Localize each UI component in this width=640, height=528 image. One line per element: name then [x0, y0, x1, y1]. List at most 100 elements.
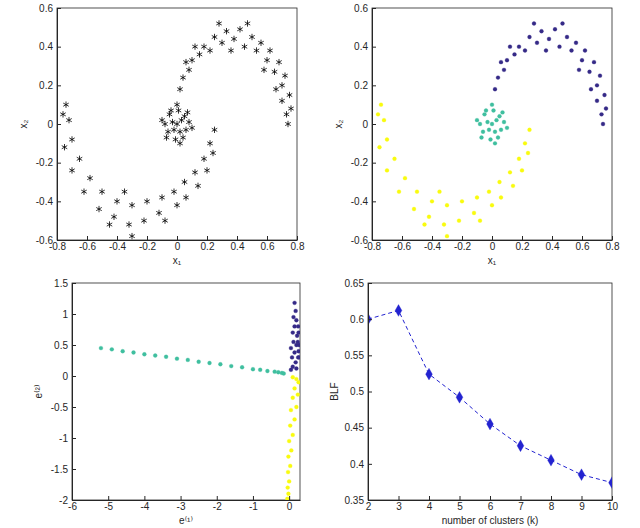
point: [294, 360, 298, 364]
tick: 0: [175, 236, 181, 252]
tick-mark: [253, 496, 254, 500]
tick-mark: [368, 500, 372, 501]
point: [240, 365, 244, 369]
point: [195, 183, 201, 189]
point: [544, 49, 548, 53]
point: [242, 43, 248, 49]
y-axis-title: BLF: [329, 382, 340, 400]
x-axis-title: x₁: [488, 255, 497, 266]
tick: 9: [579, 496, 585, 512]
tick-mark: [490, 496, 491, 500]
point: [577, 68, 581, 72]
point: [288, 464, 292, 468]
point: [192, 43, 198, 49]
plot-area: [376, 22, 608, 239]
tick: -0.4: [36, 196, 61, 207]
point: [565, 35, 569, 39]
point: [478, 122, 482, 126]
tick: -0.6: [79, 236, 97, 252]
y-axis-title: x₂: [18, 119, 29, 128]
point: [288, 105, 294, 111]
tick-mark: [147, 236, 148, 240]
tick: -2: [59, 495, 76, 506]
tick: 0.65: [345, 278, 372, 289]
point: [219, 40, 225, 46]
tick-mark: [372, 8, 376, 9]
tick-mark: [368, 319, 372, 320]
point: [489, 138, 493, 142]
tick-label: 0.2: [516, 241, 530, 252]
point: [162, 217, 168, 223]
tick-mark: [57, 201, 61, 202]
x-axis-title: x₁: [173, 255, 182, 266]
point: [493, 141, 497, 145]
point: [496, 76, 500, 80]
tick-label: 0.45: [345, 422, 365, 433]
point: [403, 176, 407, 180]
point: [201, 156, 207, 162]
point: [517, 157, 521, 161]
point: [183, 127, 189, 133]
point: [513, 52, 517, 56]
tick: -0.2: [351, 157, 376, 168]
tick-label: 0: [287, 501, 293, 512]
tick-label: 7: [518, 501, 524, 512]
point: [276, 59, 282, 65]
figure-svg: -0.8-0.6-0.4-0.200.20.40.60.8-0.6-0.4-0.…: [0, 0, 640, 528]
tick-label: 8: [549, 501, 555, 512]
tick-mark: [521, 496, 522, 500]
tick: 0: [362, 119, 376, 130]
point: [282, 372, 286, 376]
point: [167, 111, 173, 117]
point: [457, 219, 461, 223]
tick-mark: [72, 500, 76, 501]
plot-area: [99, 301, 300, 500]
point: [395, 305, 402, 317]
tick-mark: [57, 85, 61, 86]
tick-label: 10: [607, 501, 619, 512]
tick: -0.4: [351, 196, 376, 207]
tick: 0.4: [350, 459, 372, 470]
point: [426, 368, 433, 380]
point: [273, 86, 279, 92]
point: [393, 157, 397, 161]
point: [132, 350, 136, 354]
point: [129, 233, 135, 239]
point: [415, 190, 419, 194]
point: [382, 118, 386, 122]
point: [66, 117, 72, 123]
tick-mark: [72, 283, 76, 284]
point: [189, 125, 195, 131]
tick-mark: [492, 236, 493, 240]
point: [472, 211, 476, 215]
tick-mark: [267, 236, 268, 240]
tick-label: 6: [488, 501, 494, 512]
point: [296, 393, 300, 397]
point: [487, 190, 491, 194]
point: [578, 469, 585, 481]
point: [397, 190, 401, 194]
figure: -0.8-0.6-0.4-0.200.20.40.60.8-0.6-0.4-0.…: [0, 0, 640, 528]
tick-label: 0: [175, 241, 181, 252]
point: [289, 408, 293, 412]
point: [490, 103, 494, 107]
point: [609, 477, 612, 489]
tick: 0: [490, 236, 496, 252]
point: [87, 175, 93, 181]
point: [294, 309, 298, 313]
point: [598, 74, 602, 78]
point: [182, 113, 188, 119]
x-axis: -6-5-4-3-2-10: [68, 496, 300, 512]
point: [490, 203, 494, 207]
axis-line: [72, 284, 73, 501]
tick-mark: [612, 236, 613, 240]
point: [520, 168, 524, 172]
point: [208, 361, 212, 365]
point: [177, 86, 183, 92]
point: [60, 111, 66, 117]
point: [186, 358, 190, 362]
tick-label: -0.2: [36, 157, 54, 168]
x-axis-title: e⁽¹⁾: [179, 515, 193, 526]
tick-label: -0.6: [79, 241, 97, 252]
point: [293, 386, 297, 390]
